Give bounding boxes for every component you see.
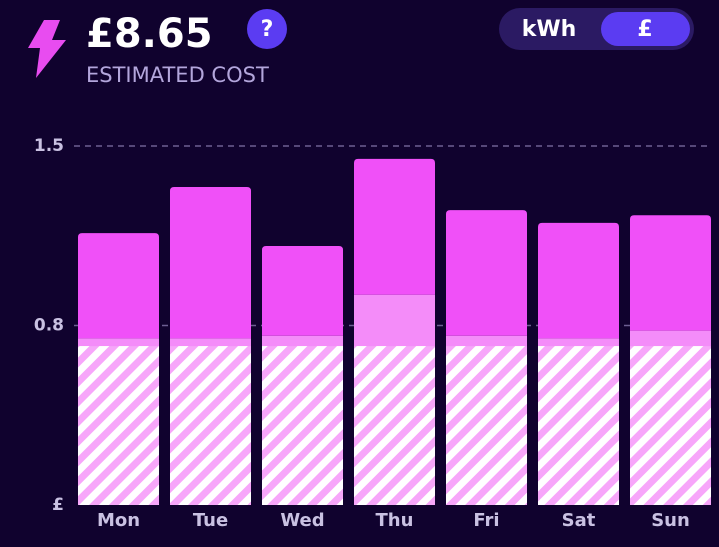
bar-segment [354, 158, 435, 295]
bar-segment [262, 346, 343, 505]
bar-segment [446, 346, 527, 505]
bar-segment [538, 338, 619, 347]
help-circle [247, 9, 287, 49]
bar-segment [262, 335, 343, 347]
bar-segment [538, 346, 619, 505]
bar-segment [354, 346, 435, 505]
help-label: ? [261, 17, 274, 42]
bar-segment [262, 246, 343, 336]
bar-segment [78, 338, 159, 347]
bolt-icon [28, 20, 66, 78]
bar-segment [170, 187, 251, 339]
x-tick-label: Mon [97, 510, 140, 531]
toggle-kwh[interactable]: kWh [522, 17, 577, 42]
x-tick-label: Sat [562, 510, 596, 531]
x-tick-label: Fri [473, 510, 499, 531]
bar-segment [78, 346, 159, 505]
x-tick-label: Thu [376, 510, 414, 531]
x-tick-label: Tue [193, 510, 228, 531]
toggle-selected [601, 12, 690, 46]
y-tick-label: 0.8 [34, 316, 64, 336]
x-tick-label: Sun [651, 510, 690, 531]
toggle-label: £ [637, 17, 652, 42]
bar-segment [630, 346, 711, 505]
bar-segment [354, 294, 435, 347]
bar-segment [170, 338, 251, 347]
amount: £8.65 [86, 11, 213, 57]
bar-segment [446, 335, 527, 347]
bar-segment [630, 330, 711, 347]
subtitle: ESTIMATED COST [86, 63, 269, 87]
bar-segment [170, 346, 251, 505]
help-button[interactable]: ? [247, 9, 287, 49]
toggle-label: kWh [522, 17, 577, 42]
bar-segment [630, 215, 711, 331]
chart: £0.8 1.5 Mon Tue Wed Thu Fri Sat Sun [34, 136, 712, 531]
toggle-pound[interactable]: £ [601, 12, 690, 46]
bar-segment [538, 222, 619, 339]
bar-segment [446, 210, 527, 336]
y-tick-label: 1.5 [34, 136, 64, 156]
bar-segment [78, 233, 159, 339]
y-tick-label: £ [52, 495, 64, 515]
x-tick-label: Wed [280, 510, 324, 531]
